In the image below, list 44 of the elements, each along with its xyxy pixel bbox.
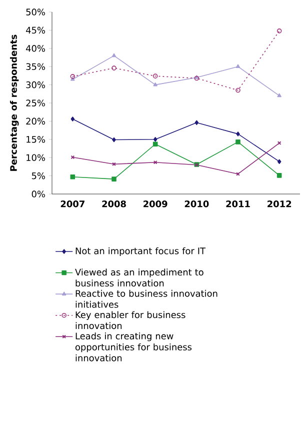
legend-label: Not an important focus for IT xyxy=(76,247,206,256)
point xyxy=(276,173,282,178)
x-tick-label: 2009 xyxy=(144,200,168,208)
y-tick-label: 50% xyxy=(26,8,45,16)
point xyxy=(70,74,76,79)
point xyxy=(194,120,199,126)
point xyxy=(276,28,282,34)
point xyxy=(236,88,240,93)
legend-label: Key enabler for business innovation xyxy=(76,311,186,330)
y-tick-label: 10% xyxy=(26,154,45,161)
point xyxy=(277,93,282,98)
legend-label: Reactive to business innovation initiatives xyxy=(76,290,218,308)
y-tick-label: 0% xyxy=(32,190,45,198)
x-tick-label: 2011 xyxy=(226,200,250,208)
point xyxy=(277,159,282,164)
x-tick-label: 2007 xyxy=(60,200,84,208)
x-tick-label: 2010 xyxy=(184,200,209,208)
point xyxy=(112,53,116,58)
point xyxy=(236,132,240,136)
legend-label: Viewed as an impediment to business innovation xyxy=(75,268,204,287)
point xyxy=(112,137,116,142)
y-tick-label: 20% xyxy=(26,118,45,125)
x-tick-label: 2012 xyxy=(268,200,292,208)
point xyxy=(70,116,75,122)
point xyxy=(112,176,116,182)
y-tick-label: 35% xyxy=(26,63,45,70)
point xyxy=(153,82,158,86)
y-tick-label: 15% xyxy=(26,136,45,143)
y-tick-label: 30% xyxy=(26,81,45,88)
point xyxy=(153,160,158,164)
y-tick-label: 25% xyxy=(26,100,45,106)
x-tick-label: 2008 xyxy=(102,200,126,208)
point xyxy=(152,142,158,147)
point xyxy=(152,74,158,78)
y-tick-label: 40% xyxy=(26,45,45,52)
y-tick-label: 5% xyxy=(32,172,45,180)
point xyxy=(112,66,116,70)
legend-label: Leads in creating new opportunities for business innovation xyxy=(75,332,192,362)
point xyxy=(236,64,240,68)
y-tick-label: 45% xyxy=(26,26,45,34)
point xyxy=(236,140,240,144)
point xyxy=(70,174,76,180)
point xyxy=(153,137,158,142)
y-axis-title: Percentage of respondents xyxy=(10,34,19,171)
